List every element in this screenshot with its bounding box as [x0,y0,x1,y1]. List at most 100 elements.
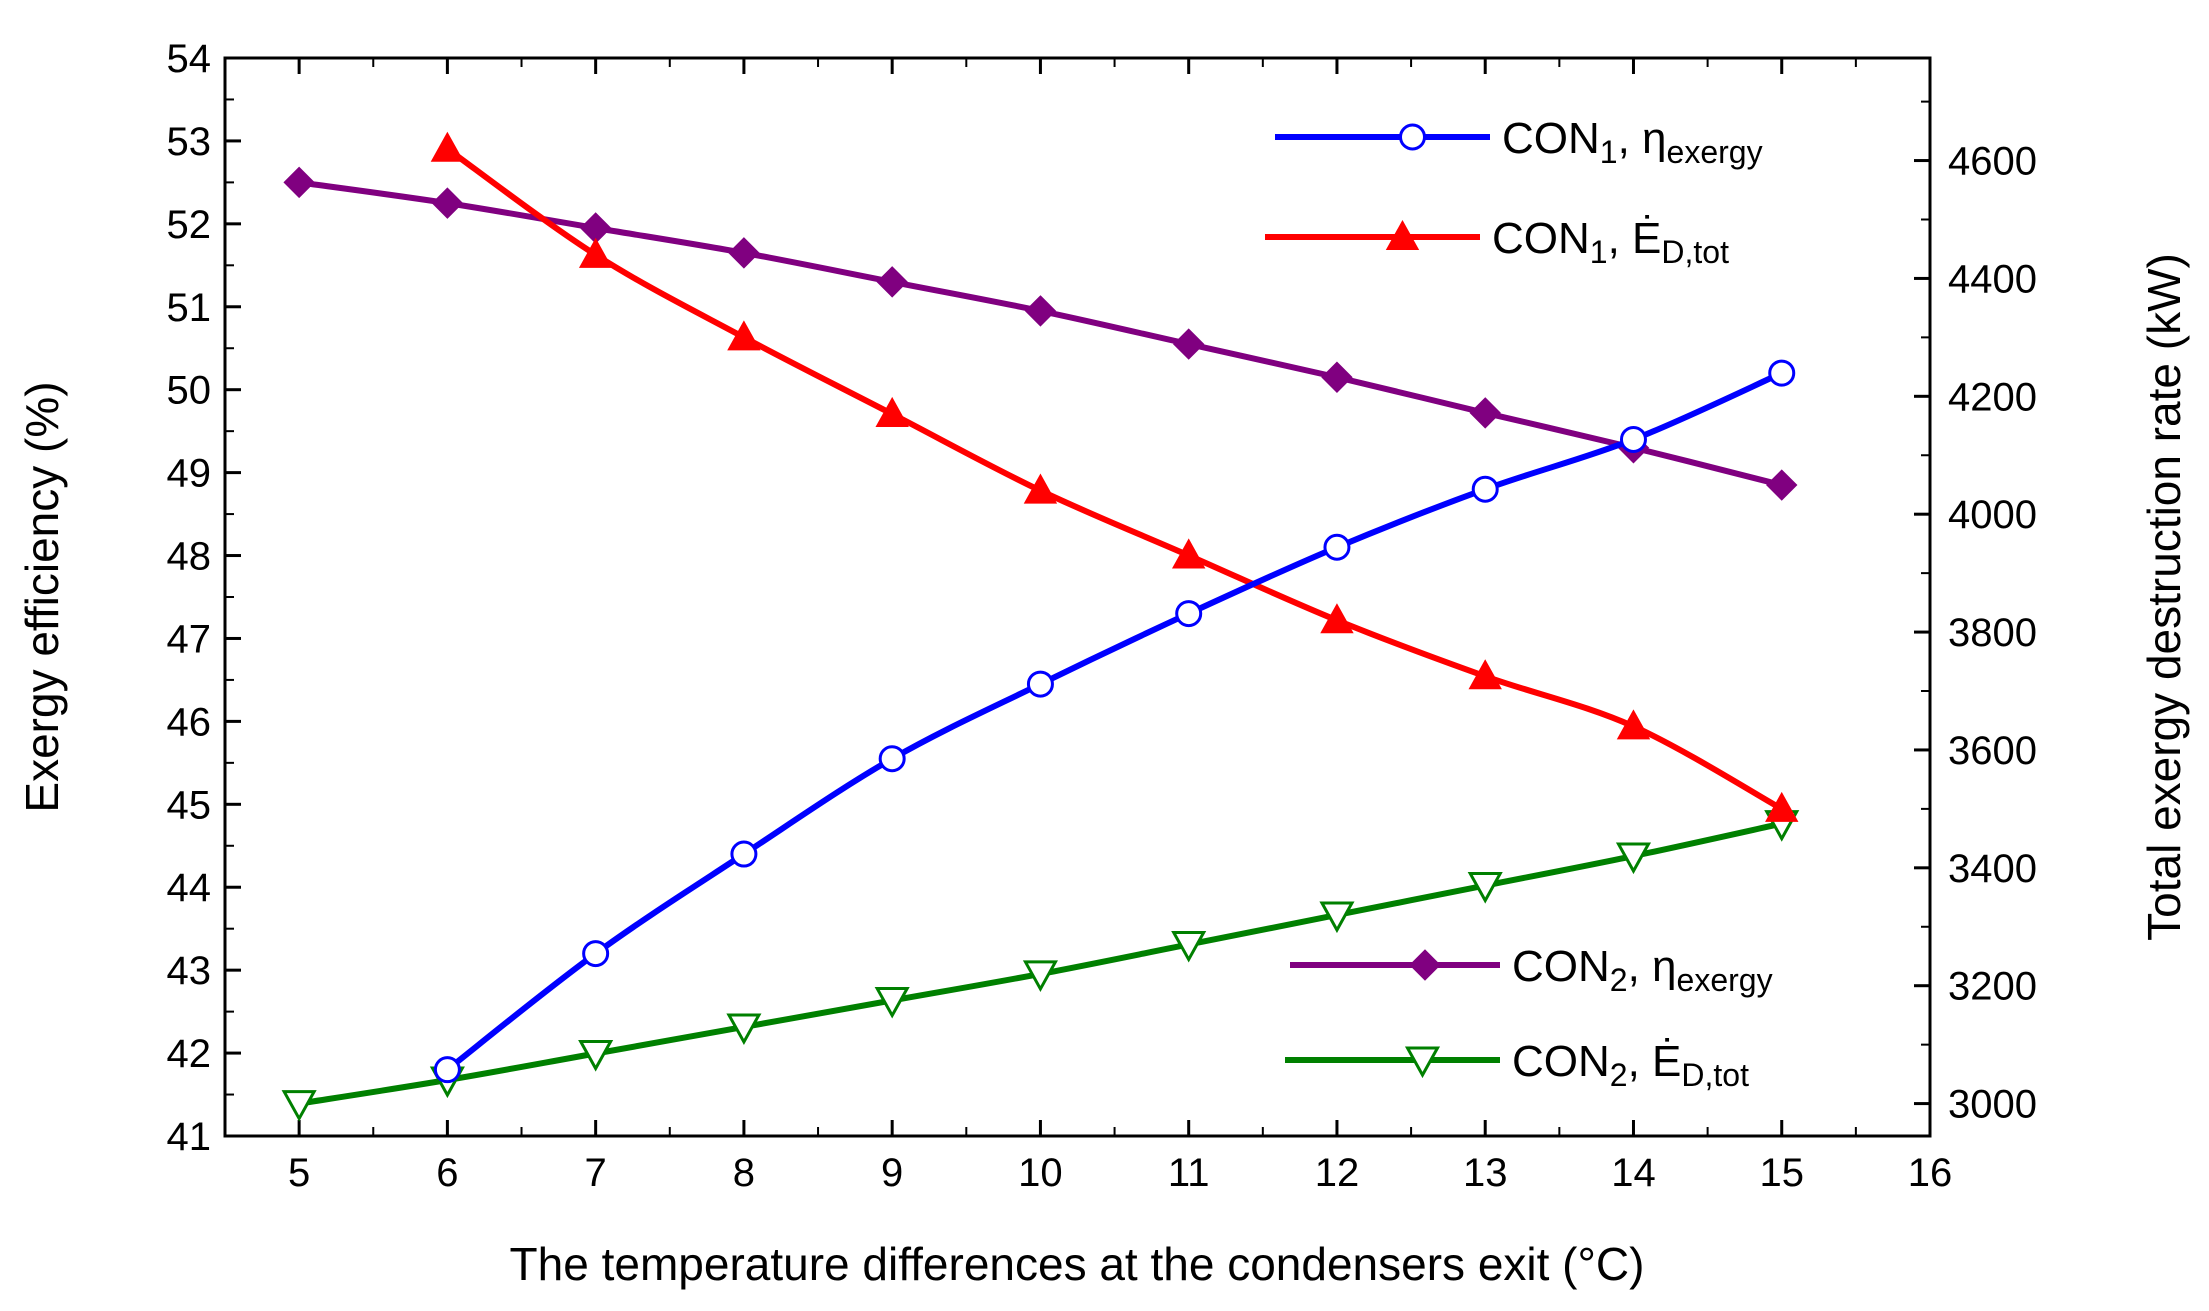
data-point-con1_ed [727,320,761,351]
series-line-con1_ed [445,146,1784,812]
legend-entry-con1_ed: CON1, ĖD,tot [1265,214,1729,270]
y-right-tick-label: 3200 [1948,965,2037,1009]
y-left-tick-label: 42 [167,1032,212,1076]
y-left-tick-label: 51 [167,286,212,330]
legend-label-con2_ed: CON2, ĖD,tot [1512,1037,1749,1093]
legend-marker-con2_eta [1409,949,1441,981]
legend-sub: 1 [1600,134,1618,170]
data-point-con1_eta [1026,670,1054,698]
data-point-con2_eta [876,266,908,298]
data-point-con2_eta [1321,361,1353,393]
x-tick-label: 7 [585,1151,607,1195]
data-point-con1_ed [1468,659,1502,690]
series-con2_ed [281,810,1800,1122]
x-tick-label: 10 [1018,1151,1063,1195]
y-left-tick-label: 53 [167,120,212,164]
data-point-con1_ed [875,396,909,427]
legend-prefix: CON [1502,114,1600,163]
left-axis: 41 42 43 44 45 46 47 48 49 50 51 52 53 54 [167,37,241,1159]
y-left-tick-label: 45 [167,783,212,827]
data-point-con1_eta [730,840,758,868]
y-left-tick-label: 48 [167,535,212,579]
legend-marker-con1_ed [1385,219,1420,250]
legend-marker-con1_eta [1399,123,1426,151]
data-point-con1_ed [1765,791,1799,822]
data-point-con1_eta [1619,425,1647,453]
legend-label-con2_eta: CON2, ηexergy [1512,942,1773,998]
x-tick-label: 9 [881,1151,903,1195]
data-point-con1_eta [1768,359,1796,387]
series-layer [281,131,1800,1122]
y-right-tick-label: 4200 [1948,375,2037,419]
x-tick-label: 5 [288,1151,310,1195]
y-right-tick-label: 3000 [1948,1083,2037,1127]
legend-sym: Ė [1632,214,1661,263]
data-point-con2_eta [1469,397,1501,429]
bottom-axis: 5 6 7 8 9 10 11 12 13 14 15 16 [288,58,1952,1195]
legend-sym: η [1652,942,1676,991]
legend-sep: , [1628,1037,1652,1086]
data-point-con1_ed [578,237,613,268]
data-point-con1_ed [1616,709,1651,740]
x-tick-label: 8 [733,1151,755,1195]
data-point-con2_eta [1766,469,1798,501]
y-left-tick-label: 43 [167,949,212,993]
y-right-tick-label: 3400 [1948,847,2037,891]
legend-sub: 2 [1610,962,1628,998]
legend-symsub: exergy [1667,134,1763,170]
legend-sym: Ė [1652,1037,1681,1086]
data-point-con2_eta [728,237,760,269]
legend-symsub: D,tot [1661,234,1729,270]
legend-marker-con2_ed [1404,1046,1441,1079]
y-right-tick-label: 4000 [1948,493,2037,537]
data-point-con2_ed [726,1013,762,1046]
legend-symsub: exergy [1677,962,1773,998]
y-left-tick-label: 54 [167,37,212,81]
legend-label-con1_ed: CON1, ĖD,tot [1492,214,1729,270]
data-point-con2_ed [1615,842,1652,875]
series-line-con1_eta [445,370,1783,1073]
data-point-con2_ed [874,986,910,1019]
y-left-tick-label: 50 [167,369,212,413]
data-point-con1_eta [878,745,906,773]
legend-prefix: CON [1492,214,1590,263]
series-con1_ed [430,131,1799,822]
y-left-tick-label: 41 [167,1115,212,1159]
y-left-tick-label: 44 [167,866,212,910]
legend-symsub: D,tot [1681,1057,1749,1093]
y-left-axis-title: Exergy efficiency (%) [16,381,68,812]
y-left-tick-label: 52 [167,203,212,247]
legend-prefix: CON [1512,942,1610,991]
x-axis-title: The temperature differences at the conde… [510,1238,1645,1290]
x-tick-label: 16 [1908,1151,1953,1195]
data-point-con2_ed [1022,960,1058,993]
data-point-con2_ed [1319,901,1355,934]
y-right-tick-label: 3800 [1948,611,2037,655]
y-right-tick-label: 4600 [1948,140,2037,184]
data-point-con1_eta [433,1056,461,1084]
data-point-con2_ed [1171,930,1207,963]
legend-sub: 1 [1590,234,1608,270]
y-right-tick-label: 3600 [1948,729,2037,773]
y-left-tick-label: 49 [167,452,212,496]
series-con1_eta [433,359,1796,1084]
data-point-con2_eta [431,187,464,219]
legend-sep: , [1618,114,1642,163]
y-right-tick-label: 4400 [1948,257,2037,301]
data-point-con2_eta [1172,328,1205,360]
x-tick-label: 15 [1759,1151,1804,1195]
legend-sym: η [1642,114,1666,163]
data-point-con1_eta [1175,600,1203,628]
legend-sub: 2 [1610,1057,1628,1093]
x-tick-label: 6 [436,1151,458,1195]
x-tick-label: 14 [1611,1151,1656,1195]
data-point-con2_ed [281,1090,317,1122]
legend-entry-con2_eta: CON2, ηexergy [1290,942,1773,998]
legend-entry-con2_ed: CON2, ĖD,tot [1285,1037,1749,1093]
legend-entry-con1_eta: CON1, ηexergy [1275,114,1763,170]
legend-label-con1_eta: CON1, ηexergy [1502,114,1763,170]
data-point-con2_eta [283,166,315,199]
right-axis: 3000 3200 3400 3600 3800 4000 4200 4400 4600 [1914,100,2037,1127]
